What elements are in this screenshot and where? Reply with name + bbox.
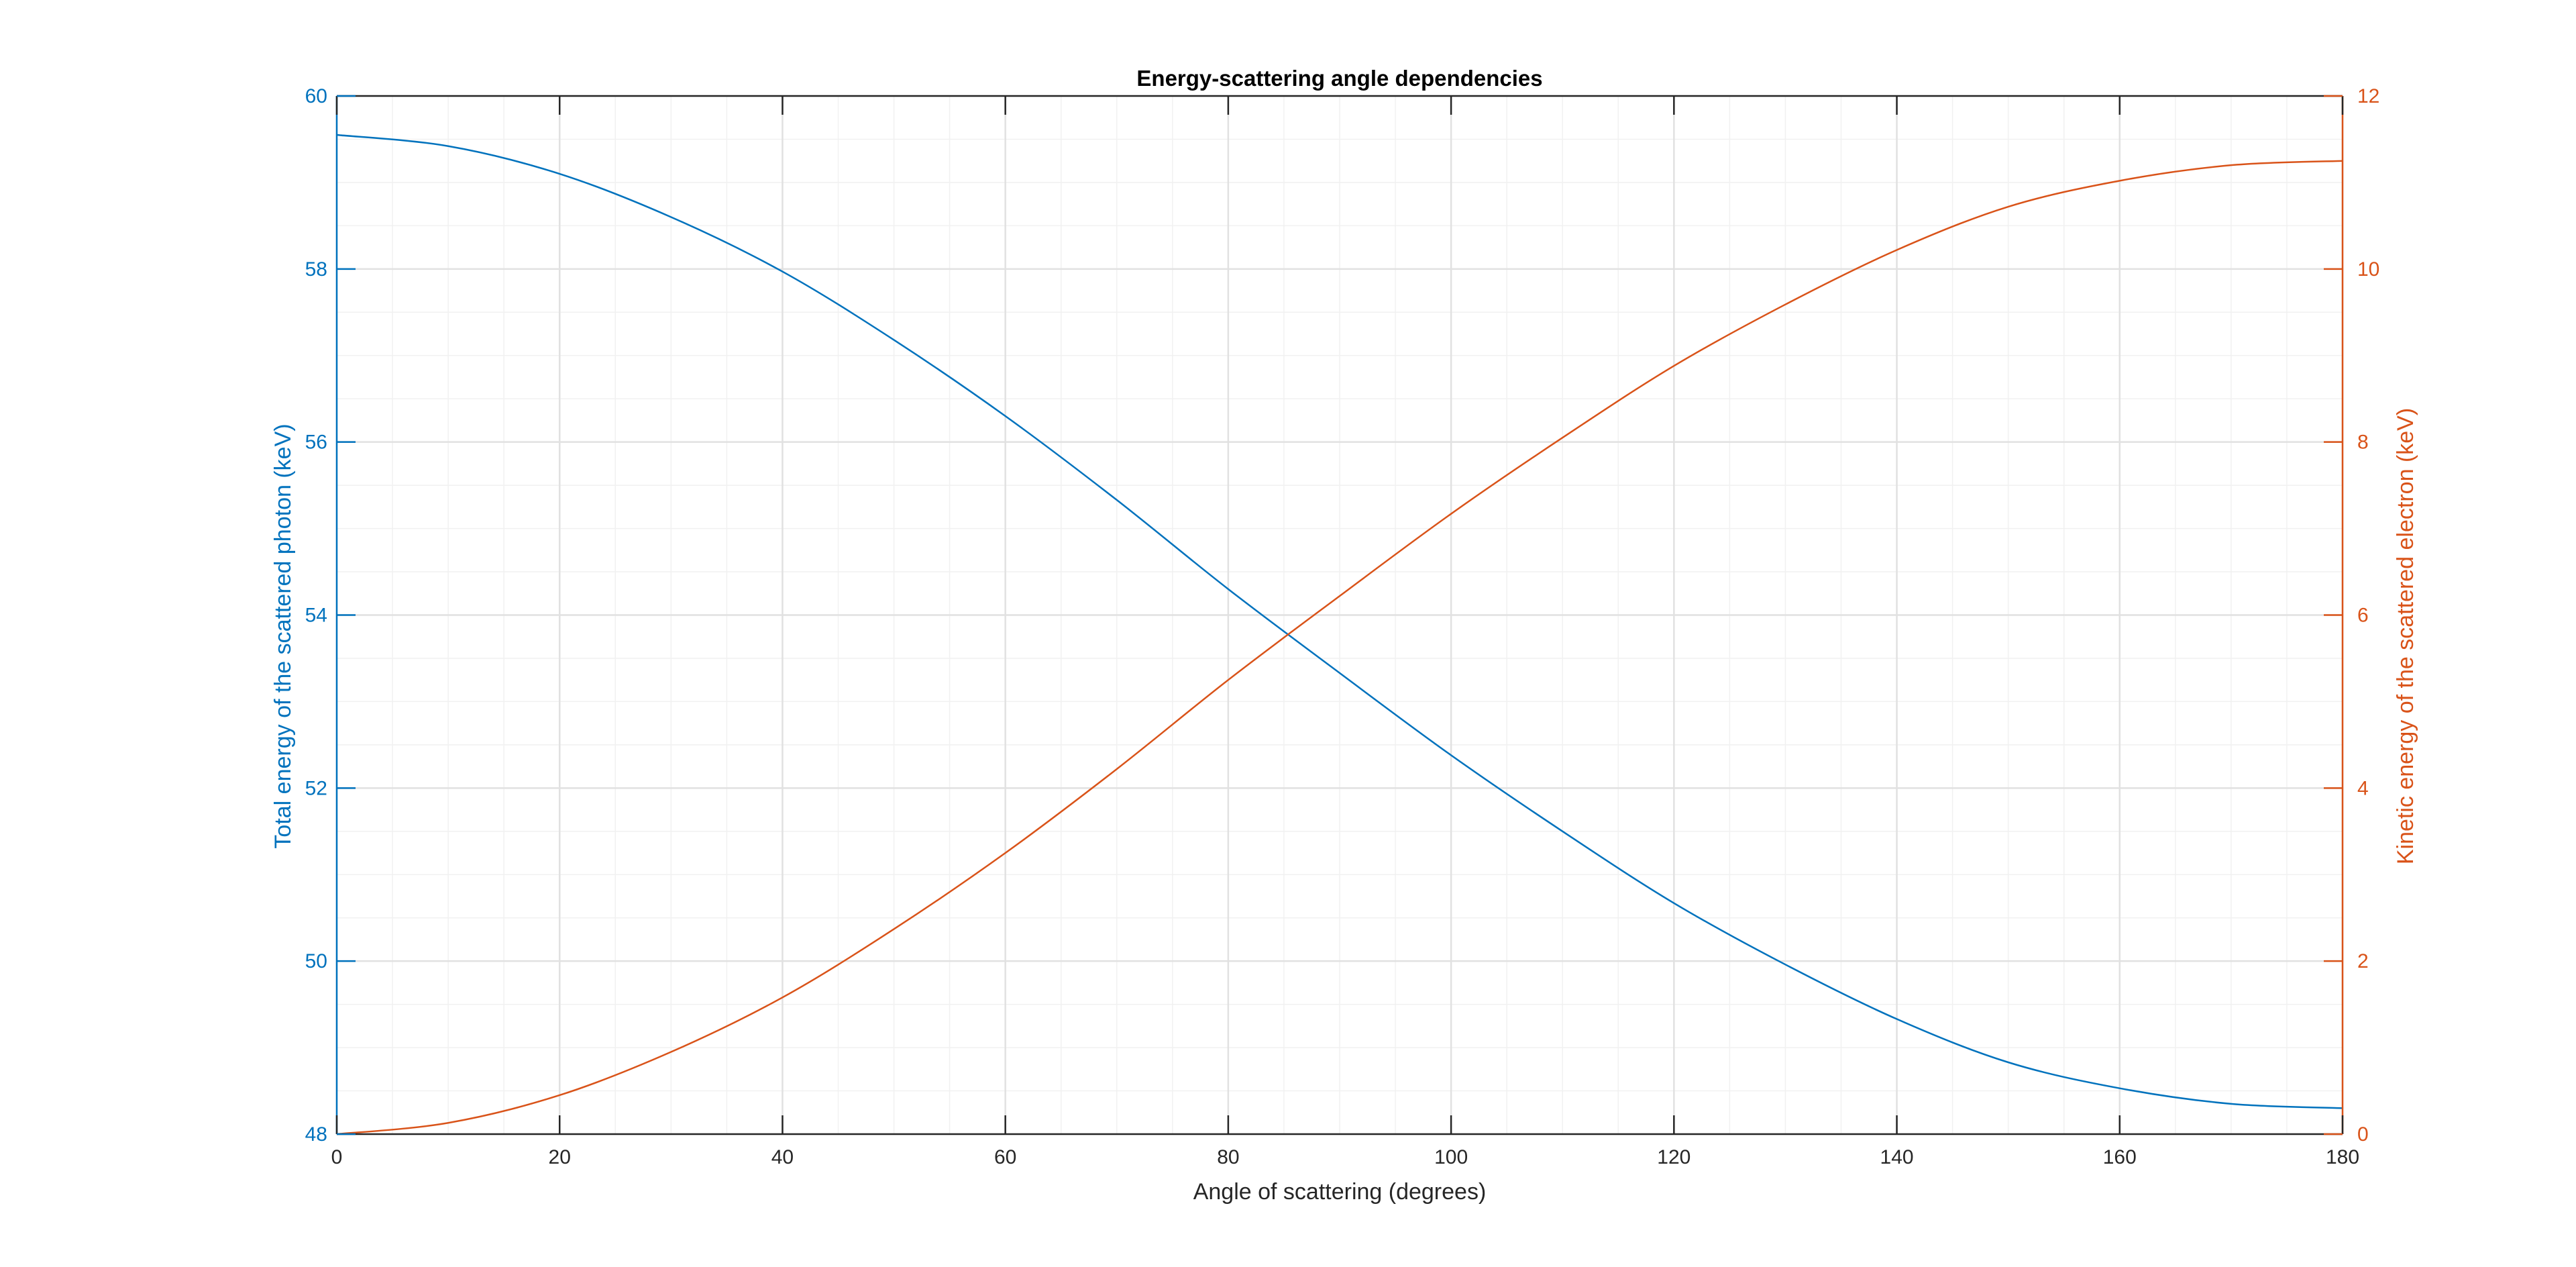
y-right-tick-label: 8 — [2357, 432, 2369, 454]
y-left-tick-label: 52 — [305, 777, 327, 799]
y-left-tick-label: 48 — [305, 1123, 327, 1146]
x-tick-label: 0 — [331, 1146, 343, 1168]
y-right-tick-label: 6 — [2357, 605, 2369, 627]
ticks-layer: 0 20 40 60 80 100 120 140 160 1804850525456586002… — [305, 85, 2380, 1168]
x-tick-label: 60 — [994, 1146, 1016, 1168]
chart-title: Energy-scattering angle dependencies — [1136, 66, 1542, 91]
y-left-tick-label: 56 — [305, 432, 327, 454]
x-tick-label: 40 — [771, 1146, 794, 1168]
x-axis-label: Angle of scattering (degrees) — [1193, 1179, 1487, 1205]
y-left-tick-label: 50 — [305, 950, 327, 972]
series-line-photon-energy — [336, 134, 2343, 1109]
y-right-tick-label: 0 — [2357, 1123, 2369, 1146]
y-axis-right-label: Kinetic energy of the scattered electron… — [2393, 408, 2418, 864]
y-right-tick-label: 10 — [2357, 258, 2379, 281]
x-tick-label: 180 — [2326, 1146, 2359, 1168]
y-right-tick-label: 12 — [2357, 85, 2379, 107]
y-left-tick-label: 58 — [305, 258, 327, 281]
series-layer — [336, 134, 2343, 1135]
x-tick-label: 140 — [1880, 1146, 1914, 1168]
series-line-electron-kinetic-energy — [336, 160, 2343, 1135]
x-tick-label: 160 — [2103, 1146, 2137, 1168]
y-left-tick-label: 60 — [305, 85, 327, 107]
y-right-tick-label: 4 — [2357, 777, 2369, 799]
y-axis-left-label: Total energy of the scattered photon (ke… — [270, 423, 296, 848]
x-tick-label: 120 — [1657, 1146, 1690, 1168]
x-tick-label: 100 — [1434, 1146, 1468, 1168]
y-right-tick-label: 2 — [2357, 950, 2369, 972]
y-left-tick-label: 54 — [305, 605, 327, 627]
x-tick-label: 20 — [549, 1146, 571, 1168]
x-tick-label: 80 — [1217, 1146, 1239, 1168]
